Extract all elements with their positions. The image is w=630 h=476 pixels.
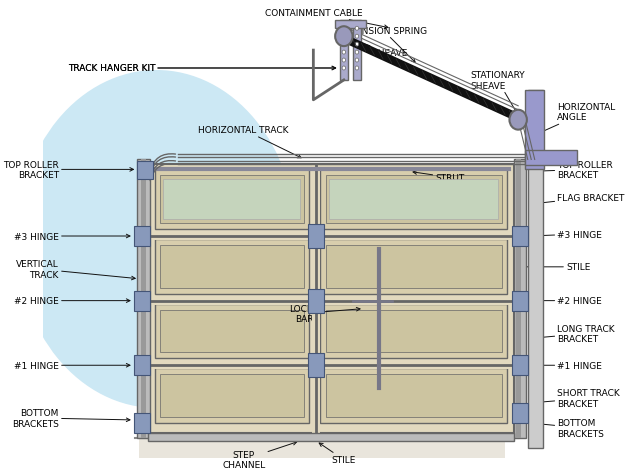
Text: TOP ROLLER
BRACKET: TOP ROLLER BRACKET bbox=[534, 160, 613, 180]
Bar bbox=[148, 433, 514, 441]
Text: BOTTOM
BRACKETS: BOTTOM BRACKETS bbox=[534, 418, 604, 437]
Bar bbox=[137, 160, 149, 438]
Bar bbox=[515, 160, 521, 438]
FancyBboxPatch shape bbox=[134, 227, 149, 247]
Text: #1 HINGE: #1 HINGE bbox=[247, 232, 307, 241]
FancyBboxPatch shape bbox=[155, 239, 309, 294]
Circle shape bbox=[342, 59, 346, 63]
Bar bbox=[335, 21, 365, 29]
FancyBboxPatch shape bbox=[134, 291, 149, 311]
FancyBboxPatch shape bbox=[512, 227, 528, 247]
FancyBboxPatch shape bbox=[160, 176, 304, 224]
Circle shape bbox=[355, 35, 358, 39]
FancyBboxPatch shape bbox=[155, 368, 309, 423]
Bar bbox=[340, 21, 348, 81]
Text: STRUT: STRUT bbox=[413, 171, 464, 182]
FancyBboxPatch shape bbox=[163, 180, 301, 219]
Circle shape bbox=[342, 51, 346, 55]
Circle shape bbox=[335, 27, 353, 47]
Text: SHORT TRACK
BRACKET: SHORT TRACK BRACKET bbox=[534, 388, 620, 408]
Text: TRACK HANGER KIT: TRACK HANGER KIT bbox=[67, 64, 336, 73]
Circle shape bbox=[355, 27, 358, 31]
Text: #1 HINGE: #1 HINGE bbox=[534, 361, 602, 370]
Text: TRACK HANGER KIT: TRACK HANGER KIT bbox=[67, 64, 336, 73]
Text: CONTAINMENT CABLE: CONTAINMENT CABLE bbox=[265, 9, 388, 30]
Text: STEP
CHANNEL: STEP CHANNEL bbox=[222, 442, 297, 469]
Text: STILE: STILE bbox=[518, 263, 590, 272]
Circle shape bbox=[510, 110, 527, 130]
FancyBboxPatch shape bbox=[525, 150, 578, 166]
Bar bbox=[353, 21, 361, 81]
Text: STILE: STILE bbox=[319, 443, 356, 464]
FancyBboxPatch shape bbox=[320, 368, 507, 423]
Text: #3 HINGE: #3 HINGE bbox=[14, 232, 130, 241]
Bar bbox=[140, 160, 146, 438]
FancyBboxPatch shape bbox=[308, 354, 324, 377]
Text: VERTICAL
TRACK: VERTICAL TRACK bbox=[16, 259, 135, 280]
FancyBboxPatch shape bbox=[160, 310, 304, 353]
Text: LONG TRACK
BRACKET: LONG TRACK BRACKET bbox=[534, 324, 615, 343]
Circle shape bbox=[355, 67, 358, 71]
FancyBboxPatch shape bbox=[329, 180, 498, 219]
FancyBboxPatch shape bbox=[160, 246, 304, 288]
Bar bbox=[148, 361, 514, 369]
FancyBboxPatch shape bbox=[326, 176, 501, 224]
FancyBboxPatch shape bbox=[134, 356, 149, 376]
Circle shape bbox=[342, 67, 346, 71]
FancyBboxPatch shape bbox=[326, 310, 501, 353]
Text: HORIZONTAL TRACK: HORIZONTAL TRACK bbox=[198, 126, 301, 159]
FancyBboxPatch shape bbox=[308, 289, 324, 313]
Text: TOP ROLLER
BRACKET: TOP ROLLER BRACKET bbox=[3, 160, 134, 180]
FancyBboxPatch shape bbox=[155, 170, 309, 229]
Text: #1 HINGE: #1 HINGE bbox=[247, 361, 307, 370]
FancyBboxPatch shape bbox=[326, 375, 501, 417]
Bar bbox=[312, 165, 320, 433]
FancyBboxPatch shape bbox=[308, 225, 324, 248]
FancyBboxPatch shape bbox=[512, 291, 528, 311]
FancyBboxPatch shape bbox=[320, 304, 507, 358]
FancyBboxPatch shape bbox=[137, 162, 153, 180]
FancyBboxPatch shape bbox=[525, 90, 544, 170]
Circle shape bbox=[355, 43, 358, 47]
FancyBboxPatch shape bbox=[512, 403, 528, 423]
Circle shape bbox=[355, 51, 358, 55]
FancyBboxPatch shape bbox=[155, 304, 309, 358]
Bar bbox=[514, 160, 526, 438]
FancyBboxPatch shape bbox=[160, 375, 304, 417]
Text: #2 HINGE: #2 HINGE bbox=[14, 297, 130, 306]
FancyBboxPatch shape bbox=[139, 433, 505, 458]
Text: #3 HINGE: #3 HINGE bbox=[534, 230, 602, 239]
Text: EXTENSION SPRING: EXTENSION SPRING bbox=[339, 27, 427, 63]
Text: #2 HINGE: #2 HINGE bbox=[534, 297, 602, 306]
Circle shape bbox=[342, 43, 346, 47]
Text: #1 HINGE: #1 HINGE bbox=[14, 361, 130, 370]
FancyBboxPatch shape bbox=[326, 246, 501, 288]
Bar bbox=[148, 233, 514, 240]
Text: HORIZONTAL
ANGLE: HORIZONTAL ANGLE bbox=[539, 103, 616, 134]
FancyBboxPatch shape bbox=[320, 239, 507, 294]
Circle shape bbox=[342, 35, 346, 39]
Text: BOTTOM
BRACKETS: BOTTOM BRACKETS bbox=[12, 408, 130, 428]
FancyBboxPatch shape bbox=[512, 356, 528, 376]
Text: LOCK
BAR: LOCK BAR bbox=[290, 304, 360, 324]
Bar bbox=[528, 90, 544, 448]
Text: STATIONARY
SHEAVE: STATIONARY SHEAVE bbox=[470, 71, 525, 117]
FancyBboxPatch shape bbox=[148, 165, 514, 433]
FancyBboxPatch shape bbox=[134, 413, 149, 433]
Circle shape bbox=[355, 59, 358, 63]
Circle shape bbox=[342, 27, 346, 31]
Text: SHEAVE: SHEAVE bbox=[349, 40, 408, 58]
Text: FLAG BRACKET: FLAG BRACKET bbox=[534, 193, 625, 206]
Ellipse shape bbox=[17, 71, 296, 408]
FancyBboxPatch shape bbox=[320, 170, 507, 229]
Text: #1 HINGE: #1 HINGE bbox=[247, 297, 307, 306]
Bar bbox=[148, 297, 514, 305]
